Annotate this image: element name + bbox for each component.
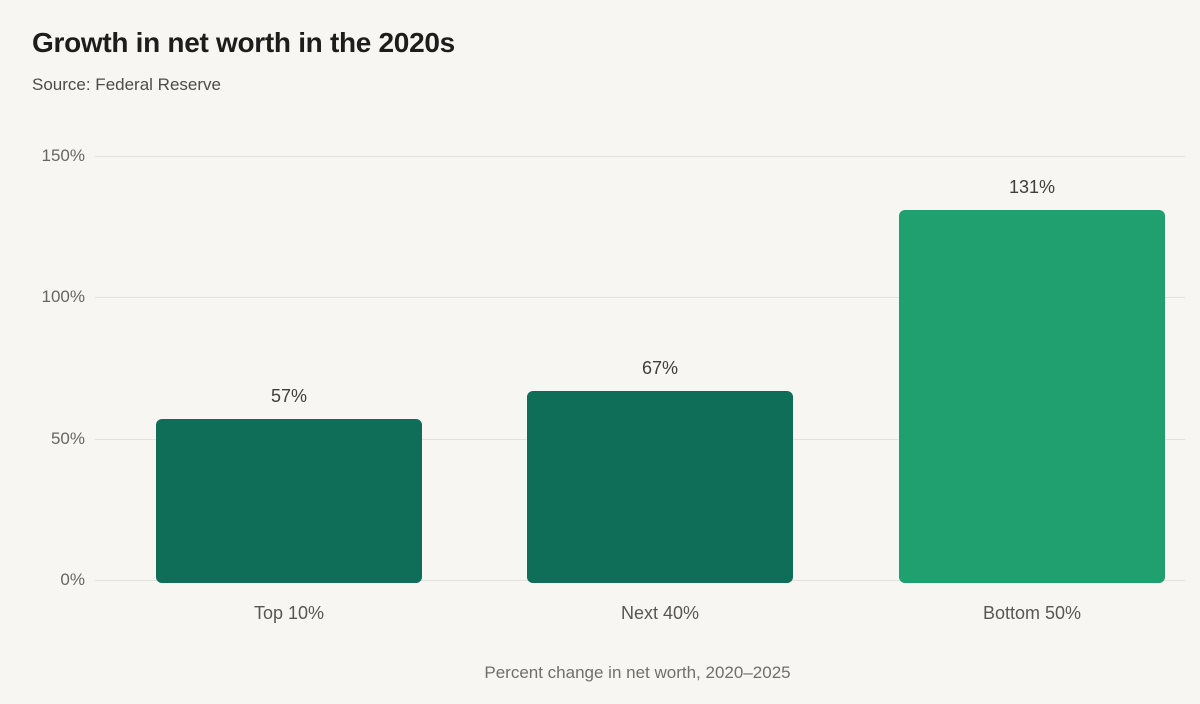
bar-bottom-50	[899, 209, 1165, 583]
bar-value-label-top-10: 57%	[270, 385, 308, 406]
gridline-150pct	[95, 156, 1185, 157]
y-tick-label: 150%	[41, 146, 85, 165]
bar-value-label-next-40: 67%	[641, 357, 679, 378]
bar-next-40	[527, 390, 793, 583]
x-tick-label-top-10: Top 10%	[253, 603, 325, 623]
y-tick-label: 0%	[60, 570, 85, 589]
y-tick-label: 100%	[41, 287, 85, 307]
x-tick-label-next-40: Next 40%	[620, 603, 700, 623]
x-axis-caption: Percent change in net worth, 2020–2025	[484, 663, 791, 682]
chart-source: Source: Federal Reserve	[32, 75, 221, 94]
chart-title: Growth in net worth in the 2020s	[32, 27, 455, 58]
bar-top-10	[156, 418, 422, 583]
gridline-100pct	[95, 297, 1185, 299]
bar-value-label-bottom-50: 131%	[1008, 176, 1056, 197]
x-tick-label-bottom-50: Bottom 50%	[982, 603, 1082, 623]
y-tick-label: 50%	[50, 428, 85, 448]
